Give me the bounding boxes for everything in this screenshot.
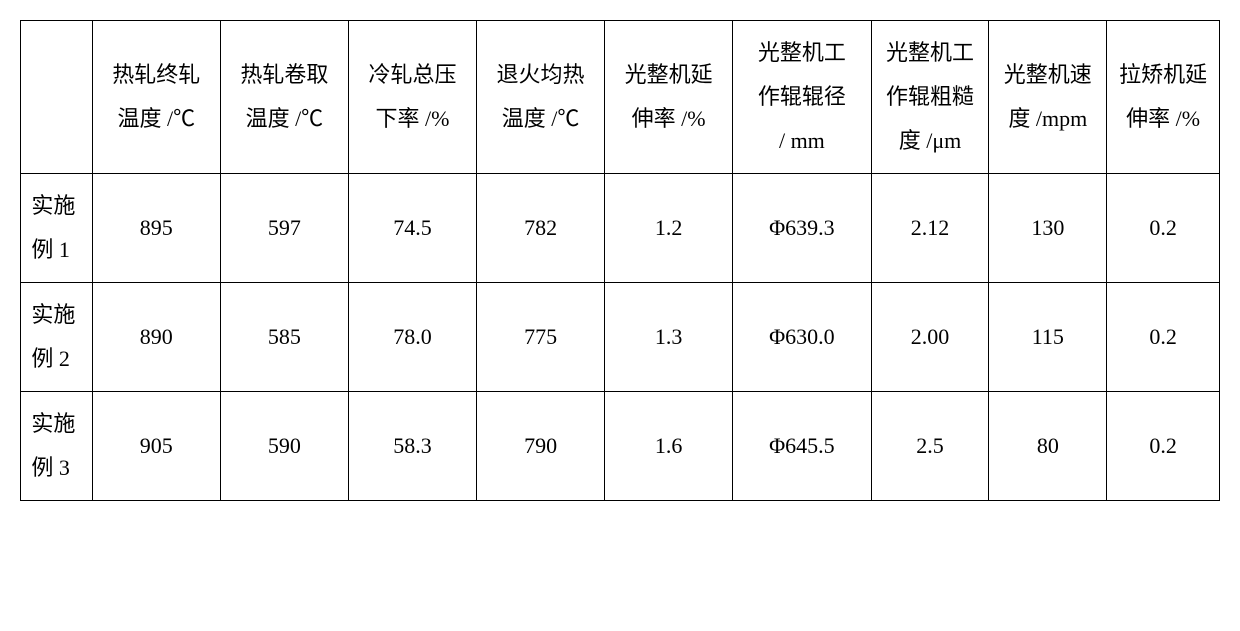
cell: 1.2 bbox=[605, 174, 733, 283]
cell: 1.3 bbox=[605, 283, 733, 392]
cell: 78.0 bbox=[348, 283, 476, 392]
table-header-row: 热轧终轧温度 /℃ 热轧卷取温度 /℃ 冷轧总压下率 /% 退火均热温度 /℃ … bbox=[21, 21, 1220, 174]
cell: 0.2 bbox=[1107, 283, 1220, 392]
col-header-8: 光整机速度 /mpm bbox=[989, 21, 1107, 174]
col-header-4: 退火均热温度 /℃ bbox=[477, 21, 605, 174]
cell: 0.2 bbox=[1107, 174, 1220, 283]
cell: 597 bbox=[220, 174, 348, 283]
cell: 782 bbox=[477, 174, 605, 283]
table-row: 实施例 2 890 585 78.0 775 1.3 Φ630.0 2.00 1… bbox=[21, 283, 1220, 392]
col-header-1: 热轧终轧温度 /℃ bbox=[92, 21, 220, 174]
cell: 115 bbox=[989, 283, 1107, 392]
cell: 0.2 bbox=[1107, 392, 1220, 501]
cell: 890 bbox=[92, 283, 220, 392]
cell: 790 bbox=[477, 392, 605, 501]
cell: Φ639.3 bbox=[733, 174, 871, 283]
col-header-3: 冷轧总压下率 /% bbox=[348, 21, 476, 174]
row-label-2: 实施例 2 bbox=[21, 283, 93, 392]
cell: 590 bbox=[220, 392, 348, 501]
cell: 74.5 bbox=[348, 174, 476, 283]
col-header-9: 拉矫机延伸率 /% bbox=[1107, 21, 1220, 174]
cell: 905 bbox=[92, 392, 220, 501]
cell: 2.5 bbox=[871, 392, 989, 501]
cell: Φ645.5 bbox=[733, 392, 871, 501]
cell: 80 bbox=[989, 392, 1107, 501]
cell: 1.6 bbox=[605, 392, 733, 501]
cell: 2.00 bbox=[871, 283, 989, 392]
row-label-1: 实施例 1 bbox=[21, 174, 93, 283]
col-header-7: 光整机工作辊粗糙度 /μm bbox=[871, 21, 989, 174]
table-row: 实施例 1 895 597 74.5 782 1.2 Φ639.3 2.12 1… bbox=[21, 174, 1220, 283]
cell: Φ630.0 bbox=[733, 283, 871, 392]
col-header-5: 光整机延伸率 /% bbox=[605, 21, 733, 174]
row-label-3: 实施例 3 bbox=[21, 392, 93, 501]
cell: 585 bbox=[220, 283, 348, 392]
cell: 775 bbox=[477, 283, 605, 392]
cell: 58.3 bbox=[348, 392, 476, 501]
col-header-6: 光整机工作辊辊径 / mm bbox=[733, 21, 871, 174]
cell: 2.12 bbox=[871, 174, 989, 283]
cell: 130 bbox=[989, 174, 1107, 283]
cell: 895 bbox=[92, 174, 220, 283]
col-header-blank bbox=[21, 21, 93, 174]
col-header-2: 热轧卷取温度 /℃ bbox=[220, 21, 348, 174]
table-row: 实施例 3 905 590 58.3 790 1.6 Φ645.5 2.5 80… bbox=[21, 392, 1220, 501]
process-parameters-table: 热轧终轧温度 /℃ 热轧卷取温度 /℃ 冷轧总压下率 /% 退火均热温度 /℃ … bbox=[20, 20, 1220, 501]
